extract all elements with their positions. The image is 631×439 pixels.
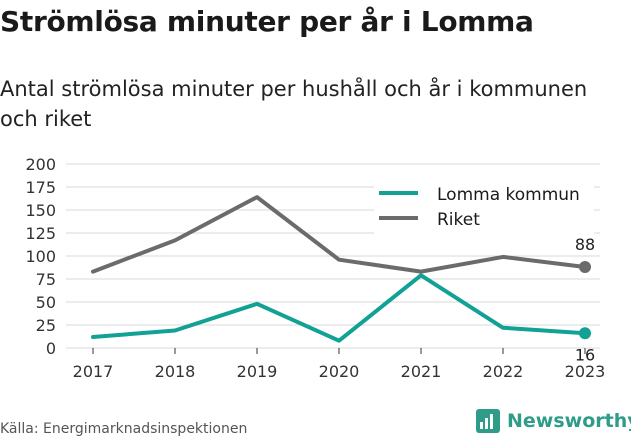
x-axis-ticks: 2017 2018 2019 2020 2021 2022 2023 (73, 348, 606, 381)
chart-title: Strömlösa minuter per år i Lomma (0, 5, 534, 38)
end-label-riket: 88 (575, 235, 595, 254)
x-tick-label: 2019 (237, 362, 278, 381)
brand-logo: Newsworthy (475, 408, 631, 434)
x-tick-label: 2021 (401, 362, 442, 381)
end-label-lomma: 16 (575, 345, 595, 364)
legend: Lomma kommun Riket (374, 176, 594, 234)
y-tick-label: 0 (46, 339, 56, 358)
data-point (579, 261, 591, 274)
source-note: Källa: Energimarknadsinspektionen (0, 421, 248, 437)
y-tick-label: 100 (25, 247, 56, 266)
y-tick-label: 25 (36, 316, 56, 335)
x-tick-label: 2020 (319, 362, 360, 381)
legend-label-lomma: Lomma kommun (437, 185, 580, 205)
legend-background (374, 176, 594, 234)
brand-name: Newsworthy (507, 410, 631, 432)
y-tick-label: 150 (25, 201, 56, 220)
y-tick-label: 125 (25, 224, 56, 243)
series-line-lomma (91, 273, 587, 343)
x-tick-label: 2022 (483, 362, 524, 381)
x-tick-label: 2017 (73, 362, 114, 381)
y-tick-label: 75 (36, 270, 56, 289)
legend-label-riket: Riket (437, 210, 480, 230)
newsworthy-logo-icon (476, 409, 500, 433)
x-tick-label: 2018 (155, 362, 196, 381)
chart-subtitle: Antal strömlösa minuter per hushåll och … (0, 77, 588, 131)
series (91, 195, 591, 343)
y-tick-label: 175 (25, 178, 56, 197)
y-axis-ticks: 0 25 50 75 100 125 150 175 200 (25, 155, 56, 358)
x-tick-label: 2023 (565, 362, 606, 381)
y-tick-label: 200 (25, 155, 56, 174)
data-point (579, 327, 591, 340)
y-tick-label: 50 (36, 293, 56, 312)
